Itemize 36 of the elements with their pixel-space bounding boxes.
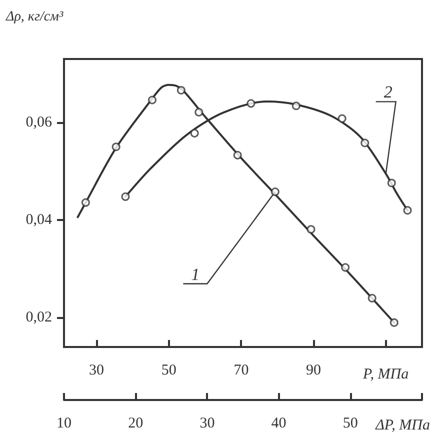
point — [270, 188, 280, 196]
point — [194, 108, 204, 116]
point — [341, 263, 350, 272]
y-tick-label: 0,02 — [26, 310, 52, 326]
point — [148, 96, 156, 104]
y-axis-title: Δρ, кг/см³ — [5, 10, 64, 24]
x2-tick-label: 30 — [200, 416, 215, 432]
x2-tick-label: 40 — [271, 416, 286, 432]
point — [246, 99, 256, 108]
x2-tick-label: 50 — [342, 416, 358, 432]
point — [112, 142, 120, 152]
x2-tick-label: 10 — [56, 416, 72, 432]
point — [338, 114, 346, 123]
x-tick-label: 30 — [89, 362, 104, 378]
y-tick-label: 0,06 — [26, 114, 52, 130]
point — [176, 86, 186, 94]
point — [292, 102, 300, 110]
x-axis-title: P, МПа — [362, 366, 409, 382]
point — [387, 178, 396, 188]
point — [121, 192, 130, 201]
annotation: 2 — [384, 82, 393, 102]
x-tick-label: 70 — [234, 362, 249, 378]
point — [360, 138, 370, 148]
point — [390, 318, 398, 327]
annotation: 1 — [191, 264, 200, 284]
point — [190, 128, 199, 138]
point — [306, 225, 316, 234]
point — [368, 294, 376, 302]
x2-axis-title: ΔP, МПа — [374, 418, 430, 434]
point — [233, 150, 242, 160]
point — [403, 206, 412, 215]
x-tick-label: 50 — [161, 362, 176, 378]
point — [81, 198, 90, 207]
x-tick-label: 90 — [306, 362, 322, 378]
x2-tick-label: 20 — [128, 416, 144, 432]
y-tick-label: 0,04 — [26, 212, 52, 228]
